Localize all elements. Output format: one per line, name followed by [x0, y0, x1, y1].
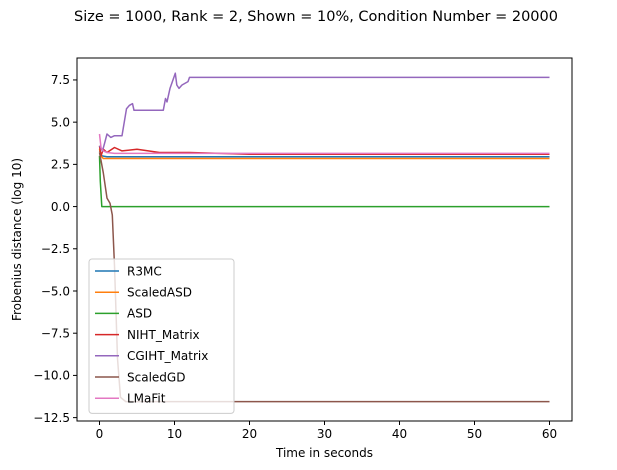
series-line-asd: [98, 155, 550, 208]
x-tick-label: 50: [467, 427, 482, 441]
x-axis-label: Time in seconds: [275, 446, 373, 460]
legend-label: R3MC: [127, 264, 162, 278]
chart-title: Size = 1000, Rank = 2, Shown = 10%, Cond…: [74, 9, 558, 25]
legend-label: LMaFit: [127, 392, 166, 406]
x-tick-label: 10: [167, 427, 182, 441]
x-tick-label: 30: [317, 427, 332, 441]
legend: R3MC ScaledASD ASD NIHT_Matrix CGIHT_Matrix S…: [88, 258, 235, 414]
y-tick-label: 0.0: [51, 200, 70, 214]
y-axis-label: Frobenius distance (log 10): [10, 158, 24, 321]
y-tick-label: −10.0: [33, 369, 70, 383]
legend-label: ScaledASD: [127, 286, 192, 300]
y-tick-label: 5.0: [51, 115, 70, 129]
legend-label: CGIHT_Matrix: [127, 349, 208, 363]
x-tick-label: 0: [96, 427, 104, 441]
series-line-cgiht-matrix: [98, 72, 550, 152]
y-tick-label: −5.0: [41, 284, 70, 298]
x-axis: 0 10 20 30 40 50 60: [96, 421, 557, 441]
legend-box: [88, 258, 235, 414]
y-tick-label: 7.5: [51, 73, 70, 87]
plot-area: [98, 72, 550, 403]
legend-label: ScaledGD: [127, 370, 185, 384]
legend-label: ASD: [127, 307, 152, 321]
series-line-niht-matrix: [98, 145, 550, 157]
y-tick-label: −12.5: [33, 411, 70, 425]
series-line-lmafit: [98, 133, 550, 155]
y-tick-label: −2.5: [41, 242, 70, 256]
y-tick-label: −7.5: [41, 327, 70, 341]
legend-label: NIHT_Matrix: [127, 328, 200, 342]
x-tick-label: 40: [392, 427, 407, 441]
x-tick-label: 20: [242, 427, 257, 441]
x-tick-label: 60: [542, 427, 557, 441]
y-tick-label: 2.5: [51, 158, 70, 172]
y-axis: 7.5 5.0 2.5 0.0 −2.5 −5.0 −7.5 −10.0 −12.5: [33, 73, 77, 425]
